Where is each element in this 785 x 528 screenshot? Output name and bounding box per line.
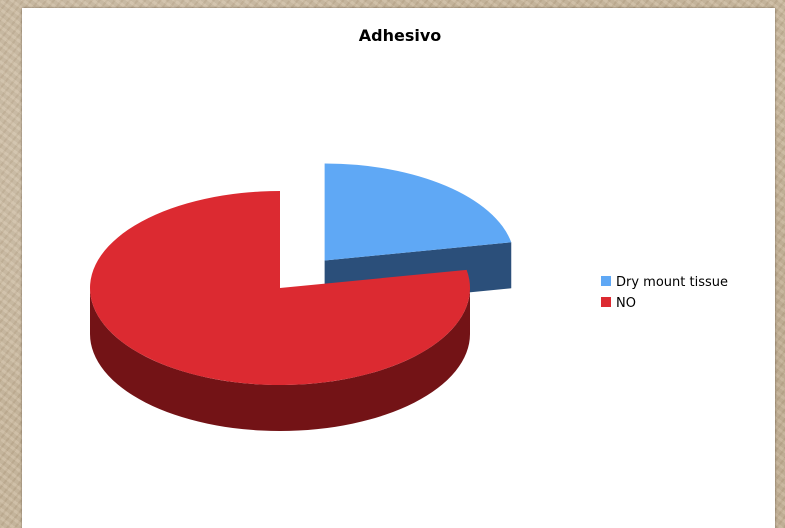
chart-title: Adhesivo [359,26,442,45]
pie-slice-dry-mount-tissue [324,163,512,261]
legend-label-no: NO [616,296,636,311]
pie-slices [89,163,512,431]
legend-swatch-no [601,297,611,307]
legend-label-dry-mount-tissue: Dry mount tissue [616,275,728,290]
legend: Dry mount tissue NO [601,275,728,311]
pie-slice-no [89,191,470,385]
pie-slice-side-no [90,288,470,431]
legend-swatch-dry-mount-tissue [601,276,611,286]
